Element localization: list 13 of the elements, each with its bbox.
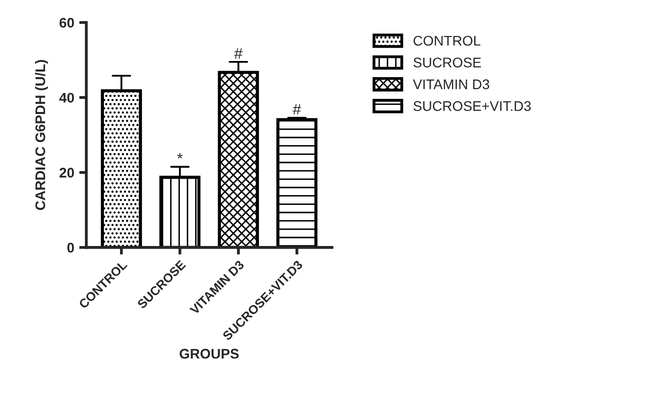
annotation: # bbox=[292, 104, 302, 115]
y-tick-label: 40 bbox=[59, 92, 74, 103]
y-tick-label: 0 bbox=[67, 242, 74, 253]
legend-label: SUCROSE bbox=[414, 58, 481, 68]
y-axis-title: CARDIAC G6PDH (U/L) bbox=[35, 60, 48, 210]
legend-label: CONTROL bbox=[414, 36, 480, 46]
x-axis-title: GROUPS bbox=[180, 348, 239, 359]
annotation: # bbox=[234, 48, 243, 59]
legend-label: SUCROSE+VIT.D3 bbox=[414, 101, 531, 111]
annotation: * bbox=[177, 153, 183, 159]
legend-label: VITAMIN D3 bbox=[412, 79, 490, 90]
y-tick-label: 60 bbox=[60, 18, 74, 28]
y-tick-label: 20 bbox=[60, 168, 74, 178]
